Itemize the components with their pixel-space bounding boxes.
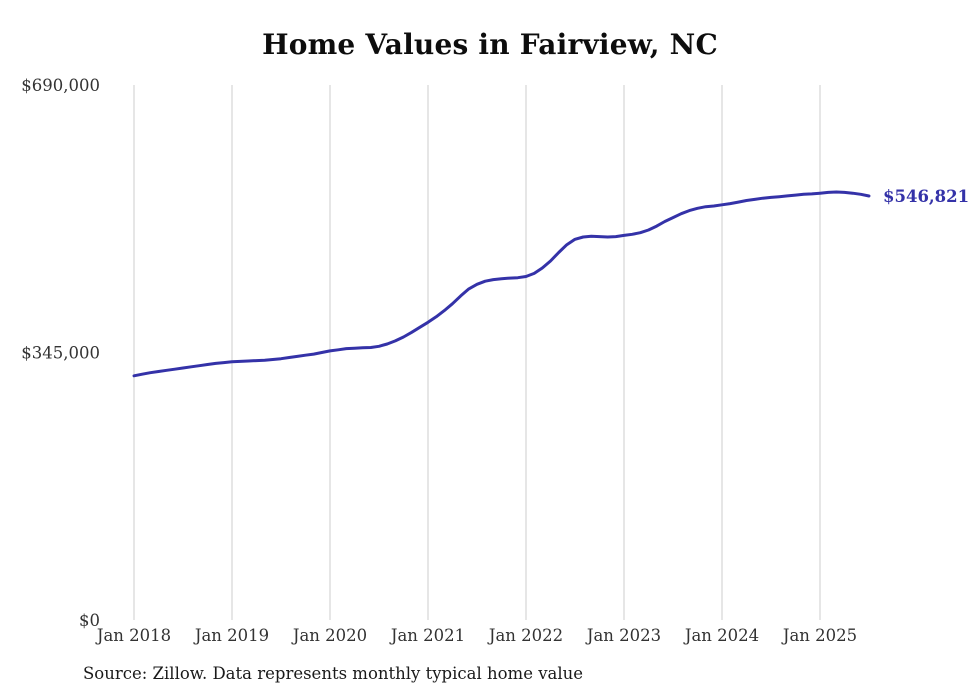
x-tick-label: Jan 2022 <box>487 626 563 645</box>
end-value-label: $546,821 <box>883 187 969 206</box>
x-tick-label: Jan 2018 <box>95 626 171 645</box>
x-tick-label: Jan 2024 <box>683 626 759 645</box>
chart-title: Home Values in Fairview, NC <box>262 28 718 61</box>
y-tick-label: $0 <box>79 611 100 630</box>
y-tick-label: $345,000 <box>21 344 100 363</box>
y-tick-label: $690,000 <box>21 76 100 95</box>
x-tick-label: Jan 2019 <box>193 626 269 645</box>
value-line <box>132 190 871 378</box>
x-tick-label: Jan 2021 <box>389 626 465 645</box>
source-note: Source: Zillow. Data represents monthly … <box>83 664 584 683</box>
x-tick-label: Jan 2020 <box>291 626 367 645</box>
x-tick-label: Jan 2023 <box>585 626 661 645</box>
x-tick-label: Jan 2025 <box>781 626 857 645</box>
